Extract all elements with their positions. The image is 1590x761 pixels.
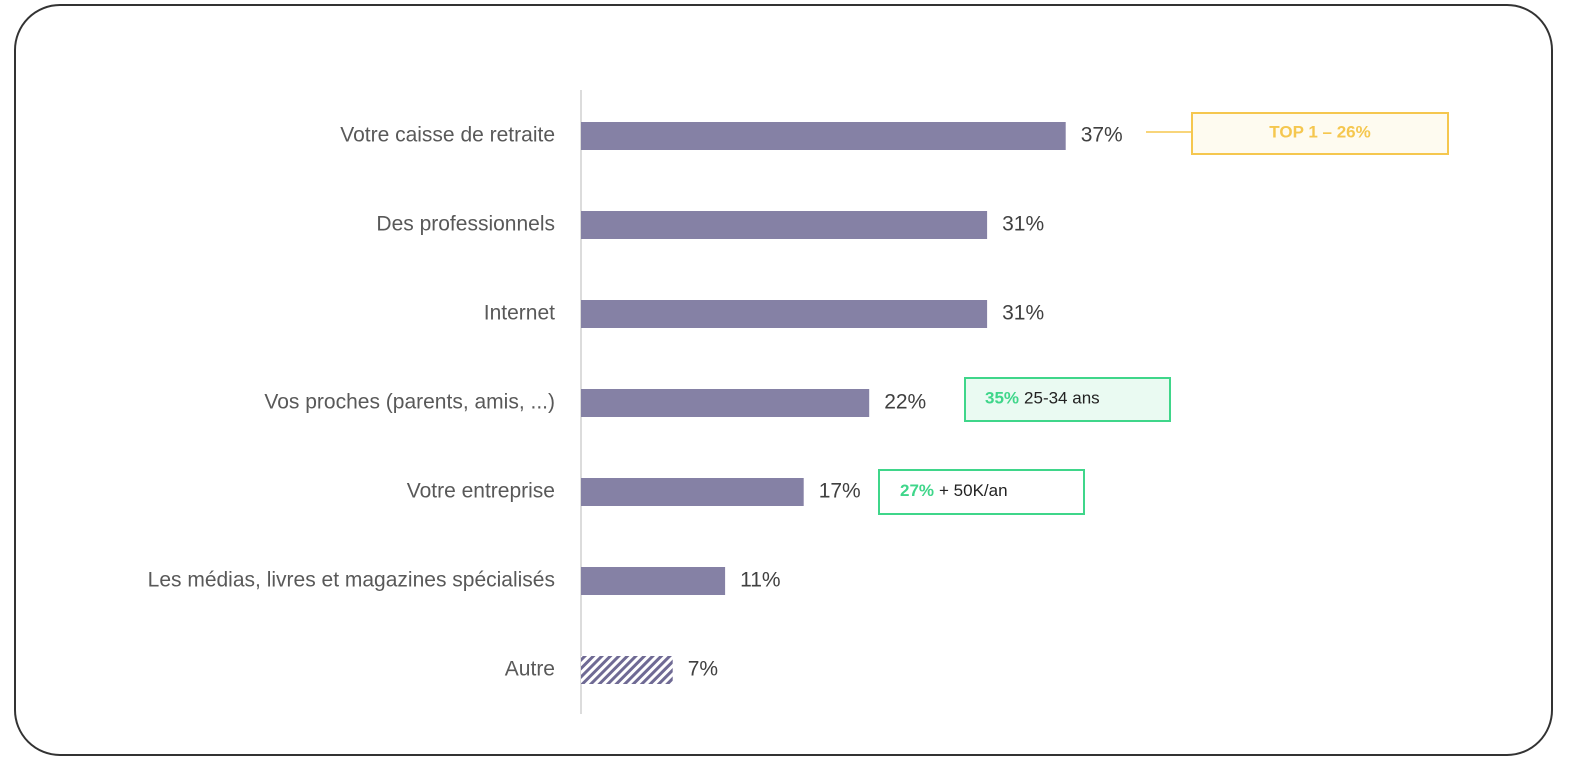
annotation-box bbox=[1191, 112, 1449, 155]
bar bbox=[581, 122, 1066, 150]
category-label: Vos proches (parents, amis, ...) bbox=[264, 391, 555, 414]
annotation-detail: 25-34 ans bbox=[1024, 389, 1100, 408]
category-label: Autre bbox=[505, 658, 555, 681]
bar bbox=[581, 389, 870, 417]
value-label: 31% bbox=[1002, 213, 1044, 236]
annotation-highlight: 27% bbox=[900, 481, 934, 500]
bar bbox=[581, 300, 988, 328]
value-label: 17% bbox=[819, 480, 861, 503]
category-label: Des professionnels bbox=[376, 213, 555, 236]
annotation-text: 35% 25-34 ans bbox=[985, 389, 1100, 408]
annotation-highlight: 35% bbox=[985, 389, 1019, 408]
category-label: Internet bbox=[484, 302, 555, 325]
category-label: Votre entreprise bbox=[407, 480, 555, 503]
value-label: 11% bbox=[740, 569, 780, 592]
value-label: 31% bbox=[1002, 302, 1044, 325]
value-label: 22% bbox=[884, 391, 926, 414]
annotation-box bbox=[964, 377, 1171, 422]
value-label: 7% bbox=[688, 658, 718, 681]
value-label: 37% bbox=[1081, 124, 1123, 147]
bar bbox=[581, 478, 804, 506]
bar bbox=[581, 656, 673, 684]
annotation-text: 27% + 50K/an bbox=[900, 481, 1008, 500]
annotation-box bbox=[878, 469, 1085, 515]
category-label: Votre caisse de retraite bbox=[340, 124, 555, 147]
annotation-text: TOP 1 – 26% bbox=[1269, 123, 1370, 142]
category-label: Les médias, livres et magazines spéciali… bbox=[148, 569, 555, 592]
frame bbox=[14, 4, 1553, 756]
bar bbox=[581, 211, 988, 239]
annotation-detail: + 50K/an bbox=[939, 481, 1008, 500]
annotation-highlight: TOP 1 – 26% bbox=[1269, 123, 1370, 142]
bar bbox=[581, 567, 726, 595]
